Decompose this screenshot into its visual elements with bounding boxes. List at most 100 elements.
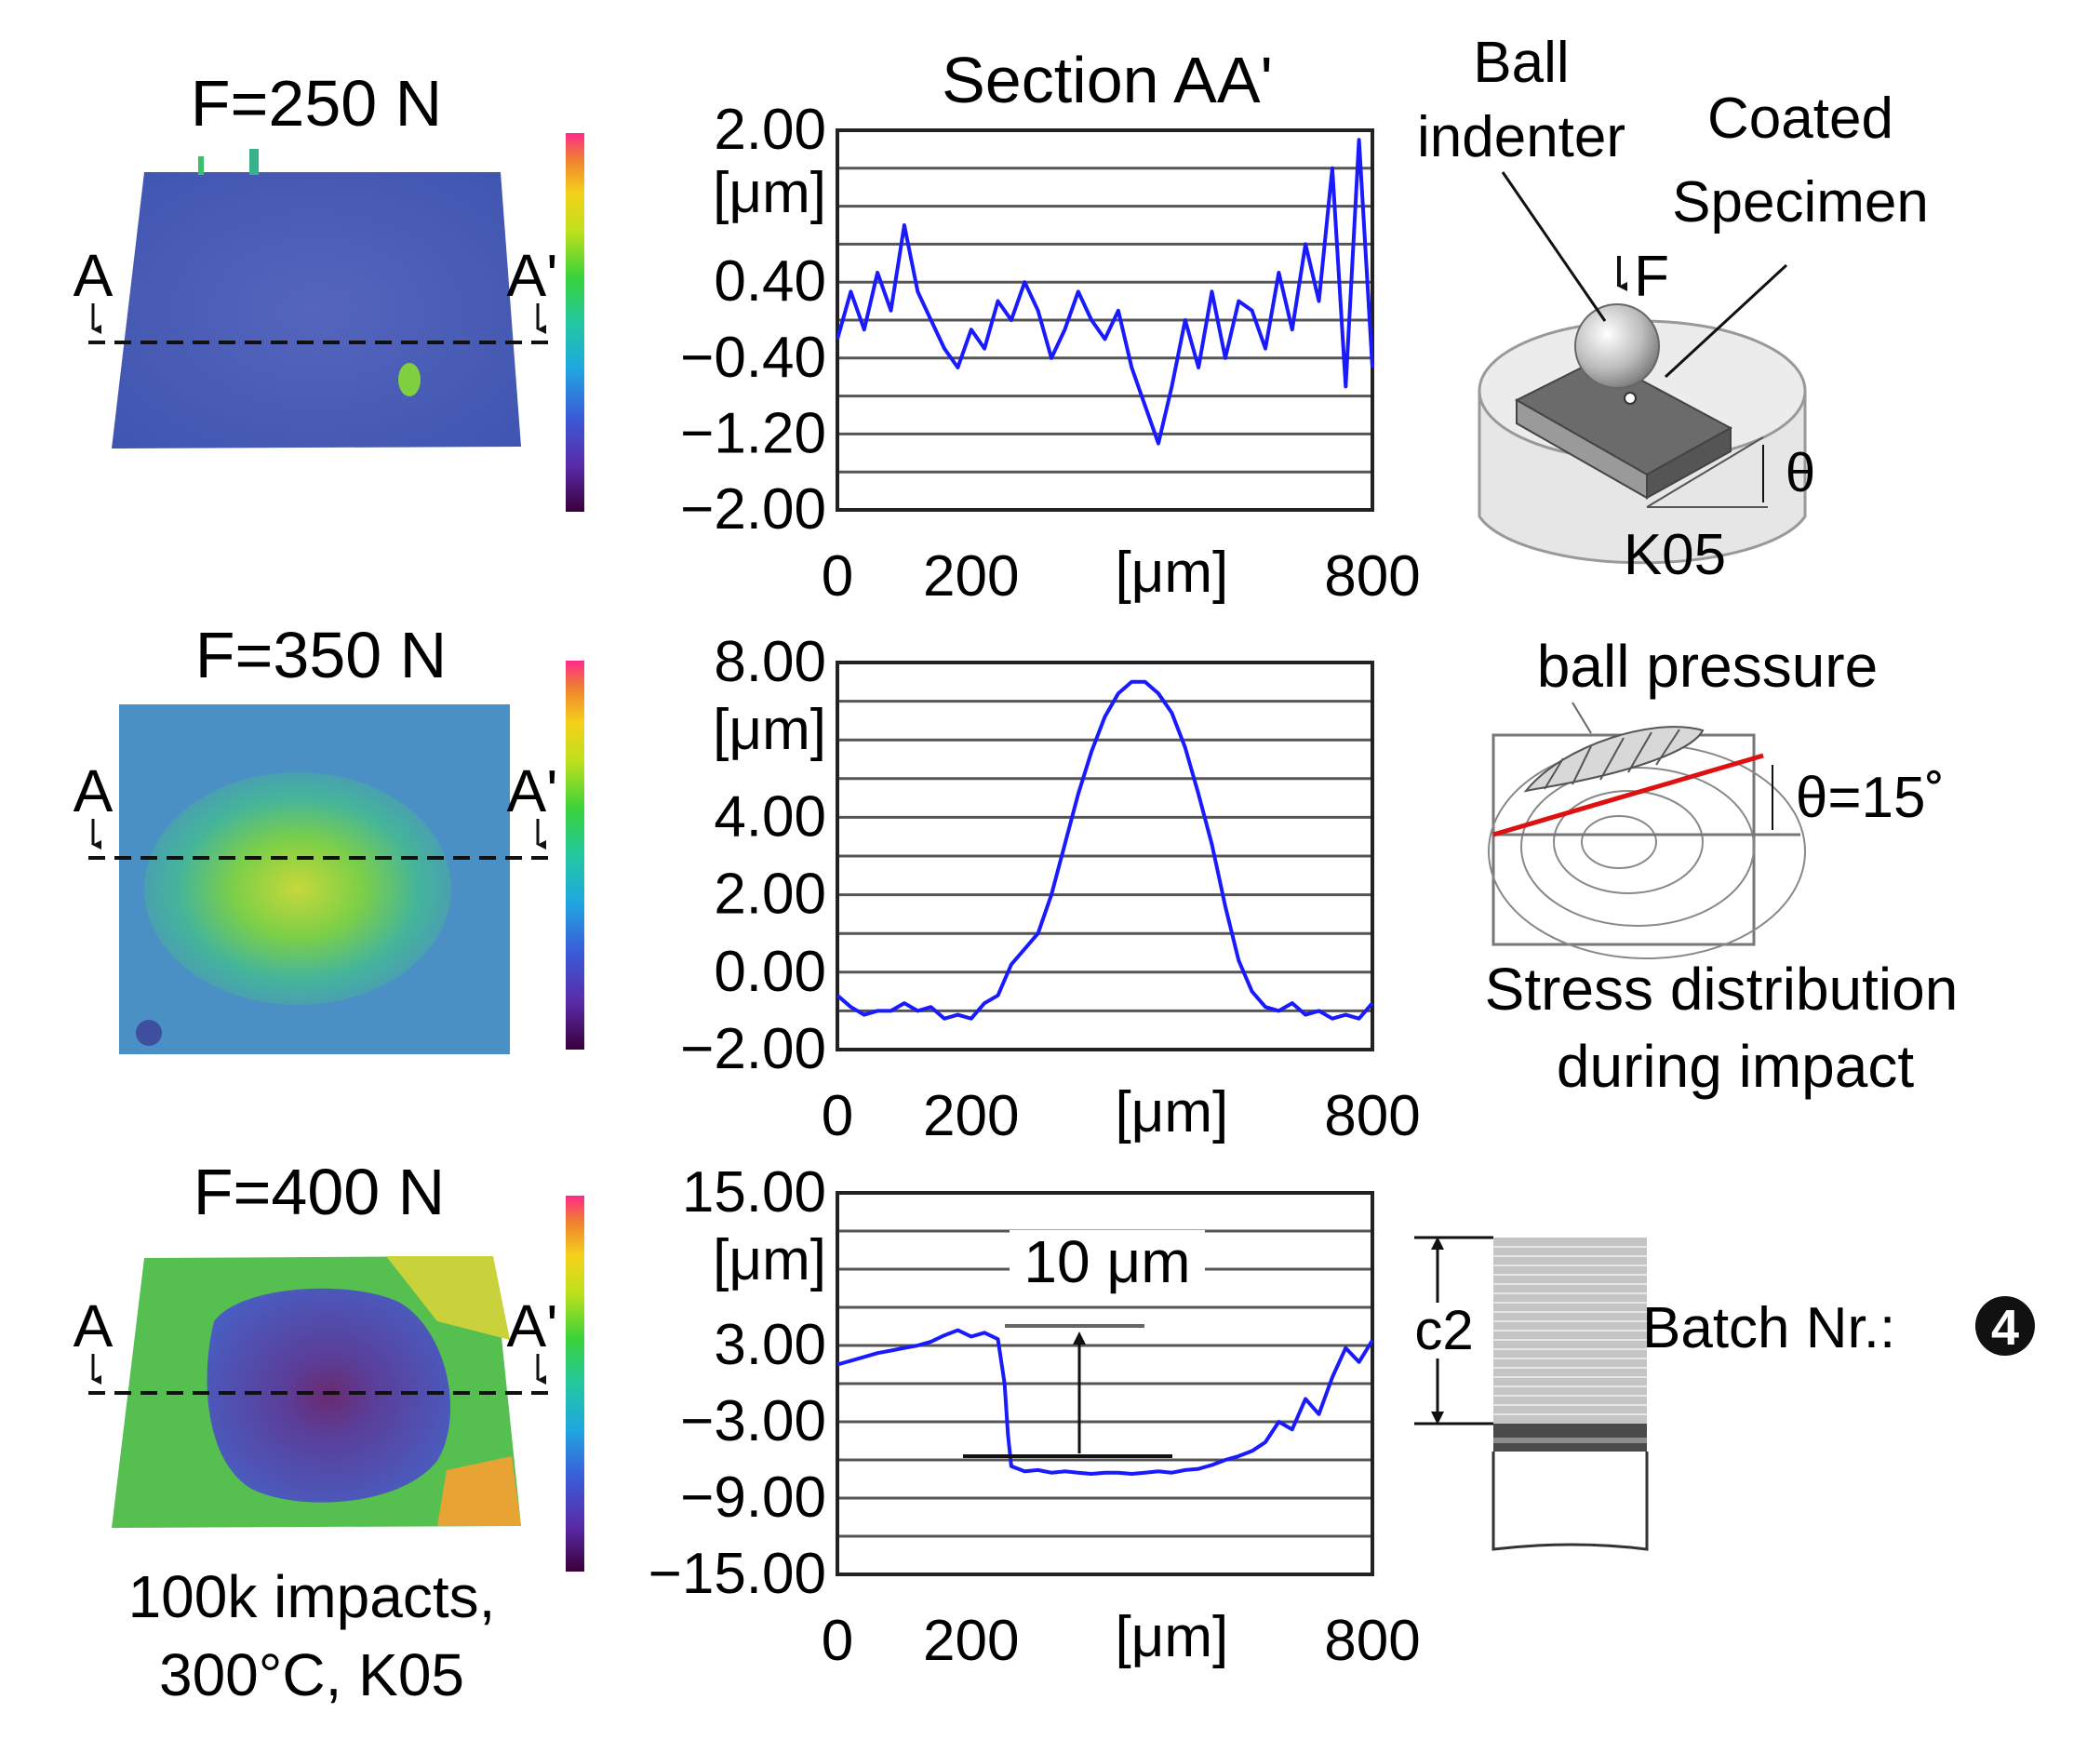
profile-chart-2: 8.00 4.00 2.00 0.00 −2.00 [μm] 0 200 800 [μm] <box>680 630 1421 1148</box>
y-tick-label: 2.00 <box>714 863 826 927</box>
depth-label: 10 μm <box>1023 1228 1190 1295</box>
x-axis-unit-label: [μm] <box>1115 1080 1228 1144</box>
profile-chart-3: 15.00 3.00 −3.00 −9.00 −15.00 [μm] 0 200 800 [μm] <box>649 1160 1421 1673</box>
x-tick-label: 800 <box>1324 1609 1420 1673</box>
color-scale-bar-3 <box>566 1196 584 1572</box>
coating-schematic: c2 Batch Nr.: 4 <box>1414 1236 2035 1551</box>
angle-incline-line <box>1646 436 1764 508</box>
profile-chart-1: 2.00 0.40 −0.40 −1.20 −2.00 [μm] 0 200 800 [μm] <box>680 98 1421 609</box>
ball-label-line-2: indenter <box>1417 105 1625 169</box>
marker-a-1: A <box>74 242 114 309</box>
marker-a-prime-1: A' <box>507 242 558 309</box>
pressure-leader-line <box>1572 702 1592 734</box>
x-tick-label: 800 <box>1324 544 1420 609</box>
y-tick-label: 0.40 <box>714 249 826 314</box>
y-axis-unit-label: [μm] <box>713 1228 826 1292</box>
plot-frame <box>836 661 1374 1051</box>
y-tick-label: −0.40 <box>680 326 826 390</box>
batch-number: 4 <box>1991 1300 2019 1356</box>
impact-point <box>1624 392 1637 405</box>
x-tick-label: 200 <box>923 1084 1019 1148</box>
depth-annotation: 10 μm <box>963 1228 1205 1458</box>
stress-caption-line-2: during impact <box>1557 1033 1914 1100</box>
coated-label-line-1: Coated <box>1707 87 1893 151</box>
inclined-red-line <box>1492 753 1764 837</box>
y-axis-unit-label: [μm] <box>713 698 826 762</box>
ball-indenter <box>1574 303 1660 389</box>
substrate-block <box>1491 1452 1649 1551</box>
surface-map-1-spike <box>198 156 204 175</box>
marker-a-2: A <box>74 757 114 824</box>
surface-map-2-bump <box>144 772 451 1005</box>
color-scale-bar-1 <box>566 133 584 512</box>
y-tick-label: 0.00 <box>714 940 826 1004</box>
y-tick-label: 2.00 <box>714 98 826 162</box>
stress-schematic: ball pressure θ=15˚ Stress distribution … <box>1485 633 1959 1100</box>
section-title: Section AA' <box>942 44 1273 116</box>
ball-pressure-hatch <box>1544 729 1680 790</box>
ball-label-line-1: Ball <box>1473 31 1569 95</box>
conditions-line-2: 300°C, K05 <box>159 1641 464 1708</box>
y-axis-unit-label: [μm] <box>713 161 826 225</box>
x-tick-label: 800 <box>1324 1084 1420 1148</box>
y-tick-label: −3.00 <box>680 1389 826 1453</box>
profile-series-line <box>836 1328 1374 1476</box>
marker-a-prime-3: A' <box>507 1292 558 1359</box>
profile-series-line <box>836 679 1374 1021</box>
x-tick-label: 200 <box>923 544 1019 609</box>
y-tick-label: −2.00 <box>680 477 826 542</box>
y-tick-label: 15.00 <box>682 1160 826 1225</box>
batch-number-badge <box>1975 1296 2035 1356</box>
surface-map-1-image <box>112 172 521 448</box>
specimen-block-front <box>1646 426 1732 500</box>
x-axis-unit-label: [μm] <box>1115 1605 1228 1669</box>
x-tick-label: 0 <box>822 1084 853 1148</box>
specimen-leader-line <box>1664 263 1788 379</box>
surface-map-3-crater <box>207 1288 451 1503</box>
y-tick-label: −2.00 <box>680 1017 826 1081</box>
specimen-schematic: Ball indenter Coated Specimen F θ K05 <box>1417 31 1929 587</box>
conditions-line-1: 100k impacts, <box>128 1563 496 1630</box>
batch-label: Batch Nr.: <box>1642 1296 1895 1360</box>
x-tick-label: 0 <box>822 1609 853 1673</box>
surface-map-1-spike <box>249 149 259 175</box>
c2-label: c2 <box>1414 1299 1473 1361</box>
x-tick-label: 0 <box>822 544 853 609</box>
coated-label-line-2: Specimen <box>1672 170 1929 234</box>
plot-frame <box>836 1191 1374 1576</box>
force-label: F <box>1634 245 1669 309</box>
coating-stripes <box>1493 1246 1647 1415</box>
surface-map-1-spot <box>398 363 421 396</box>
surface-map-3: F=400 N A A' <box>74 1156 584 1572</box>
surface-map-2: F=350 N A A' <box>74 619 584 1054</box>
y-tick-label: 8.00 <box>714 630 826 694</box>
surface-map-1: F=250 N A A' <box>74 67 584 512</box>
theta-label: θ <box>1786 443 1815 503</box>
y-tick-label: −1.20 <box>680 401 826 465</box>
force-label-1: F=250 N <box>191 67 442 140</box>
k05-label: K05 <box>1624 523 1726 587</box>
x-tick-label: 200 <box>923 1609 1019 1673</box>
force-label-2: F=350 N <box>195 619 447 691</box>
depth-label-bg <box>1010 1230 1205 1292</box>
y-tick-label: −15.00 <box>649 1542 826 1606</box>
coating-interlayer-light <box>1493 1438 1647 1443</box>
theta-value: θ=15˚ <box>1796 766 1945 830</box>
marker-a-prime-2: A' <box>507 757 558 824</box>
x-axis-unit-label: [μm] <box>1115 541 1228 605</box>
ball-pressure-distribution <box>1523 726 1705 793</box>
y-tick-label: 4.00 <box>714 784 826 849</box>
y-tick-label: 3.00 <box>714 1313 826 1377</box>
y-tick-label: −9.00 <box>680 1466 826 1530</box>
surface-map-3-orange-area <box>437 1456 521 1526</box>
profile-series-line <box>836 138 1374 446</box>
surface-map-2-spot <box>136 1020 162 1046</box>
plot-frame <box>836 128 1374 512</box>
stress-caption-line-1: Stress distribution <box>1485 956 1959 1023</box>
surface-map-3-warm-area <box>386 1256 510 1340</box>
color-scale-bar-2 <box>566 661 584 1050</box>
marker-a-3: A <box>74 1292 114 1359</box>
ball-leader-line <box>1501 171 1607 322</box>
ball-pressure-label: ball pressure <box>1537 633 1878 700</box>
